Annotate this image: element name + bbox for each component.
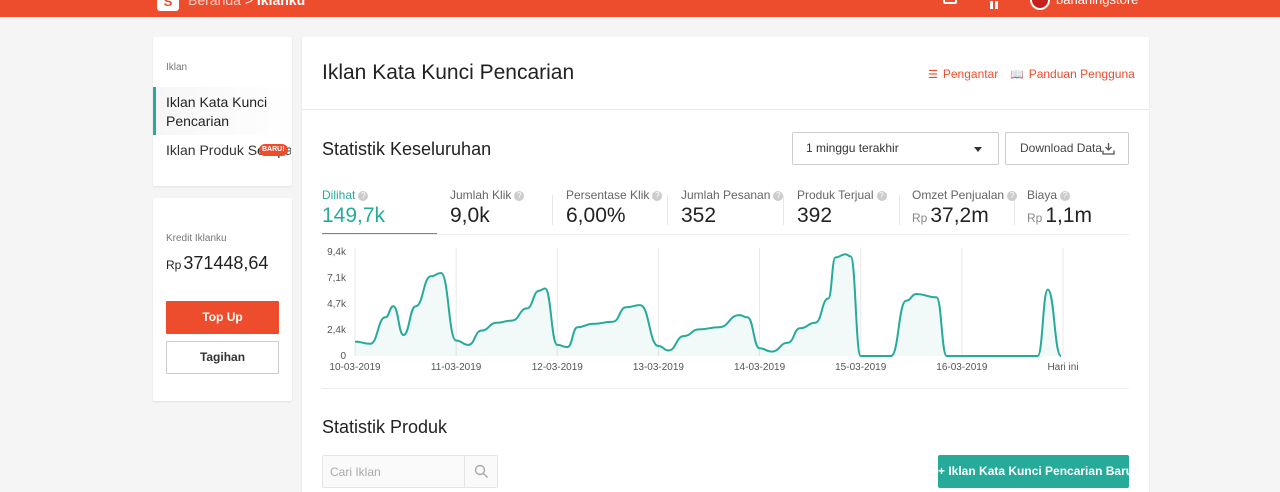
- user-guide-link[interactable]: 📖 Panduan Pengguna: [1010, 67, 1135, 81]
- x-tick-label: 15-03-2019: [835, 362, 887, 373]
- main-panel: Iklan Kata Kunci Pencarian ☰ Pengantar 📖 P…: [302, 37, 1149, 492]
- sidebar-item-keyword-ads[interactable]: Iklan Kata Kunci Pencarian: [153, 87, 292, 135]
- new-badge: BARU!: [259, 144, 288, 156]
- series-area: [355, 254, 1061, 356]
- top-navbar: S Beranda > Iklanku bananingstore: [0, 0, 1280, 17]
- help-icon[interactable]: ?: [876, 191, 887, 201]
- download-data-button[interactable]: Download Data: [1005, 132, 1129, 165]
- credit-balance: Rp 371448,64: [166, 253, 268, 274]
- help-icon[interactable]: ?: [1060, 191, 1071, 201]
- x-tick-label: 13-03-2019: [633, 362, 685, 373]
- y-tick-label: 7,1k: [327, 273, 347, 284]
- y-tick-label: 4,7k: [327, 299, 347, 310]
- period-select[interactable]: 1 minggu terakhir: [792, 132, 999, 165]
- y-tick-label: 2,4k: [327, 325, 347, 336]
- apps-grid-icon[interactable]: [990, 0, 1004, 9]
- metric-revenue[interactable]: Omzet Penjualan? Rp 37,2m: [912, 188, 1018, 235]
- download-icon: [1102, 143, 1115, 155]
- metric-views[interactable]: Dilihat? 149,7k: [322, 188, 437, 235]
- credit-label: Kredit Iklanku: [166, 233, 227, 244]
- overview-section-title: Statistik Keseluruhan: [322, 139, 492, 159]
- credit-value: 371448,64: [183, 253, 269, 273]
- help-icon[interactable]: ?: [358, 191, 369, 201]
- search-input[interactable]: [323, 456, 465, 487]
- search-icon: [474, 464, 488, 478]
- breadcrumb-separator: >: [244, 0, 254, 8]
- username[interactable]: bananingstore: [1056, 0, 1138, 8]
- page-title: Iklan Kata Kunci Pencarian: [322, 61, 575, 84]
- search-button[interactable]: [464, 456, 497, 487]
- help-icon[interactable]: ?: [773, 191, 784, 201]
- caret-down-icon: [974, 147, 982, 152]
- y-tick-label: 9,4k: [327, 247, 347, 258]
- metric-cost[interactable]: Biaya? Rp 1,1m: [1027, 188, 1093, 227]
- header-divider: [302, 109, 1149, 110]
- help-icon[interactable]: ?: [1007, 191, 1018, 201]
- avatar[interactable]: [1030, 0, 1050, 10]
- book-icon: 📖: [1010, 69, 1024, 81]
- shop-logo[interactable]: S: [157, 0, 179, 11]
- x-tick-label: 10-03-2019: [329, 362, 381, 373]
- series-line: [354, 253, 1062, 357]
- sidebar-section-title: Iklan: [166, 62, 188, 73]
- x-tick-label: Hari ini: [1047, 362, 1078, 373]
- chat-icon[interactable]: [943, 0, 957, 4]
- search-box: [322, 455, 498, 488]
- x-tick-label: 11-03-2019: [431, 362, 482, 373]
- x-tick-label: 14-03-2019: [734, 362, 786, 373]
- metric-clicks[interactable]: Jumlah Klik? 9,0k: [450, 188, 545, 235]
- metric-ctr[interactable]: Persentase Klik? 6,00%: [566, 188, 664, 235]
- y-tick-label: 0: [340, 351, 346, 362]
- help-icon[interactable]: ?: [514, 191, 525, 201]
- credit-currency: Rp: [166, 258, 182, 272]
- breadcrumb-current: Iklanku: [256, 0, 306, 8]
- credit-panel: Kredit Iklanku Rp 371448,64 Top Up Tagiha…: [153, 198, 292, 401]
- product-section-title: Statistik Produk: [322, 417, 448, 437]
- new-keyword-ad-button[interactable]: + Iklan Kata Kunci Pencarian Baru: [938, 455, 1133, 488]
- tagihan-button[interactable]: Tagihan: [166, 341, 279, 374]
- breadcrumb-home[interactable]: Beranda: [188, 0, 241, 8]
- x-tick-label: 16-03-2019: [936, 362, 988, 373]
- intro-link[interactable]: ☰ Pengantar: [928, 67, 999, 81]
- performance-chart: 10-03-2019 11-03-2019 12-03-2019 13-03-2019…: [327, 247, 1078, 373]
- sidebar-menu: Iklan Iklan Kata Kunci Pencarian Iklan P…: [153, 37, 292, 186]
- metric-orders[interactable]: Jumlah Pesanan? 352: [681, 188, 784, 235]
- breadcrumb: Beranda > Iklanku: [188, 0, 305, 8]
- metric-products-sold[interactable]: Produk Terjual? 392: [797, 188, 892, 235]
- help-icon[interactable]: ?: [652, 191, 663, 201]
- list-icon: ☰: [928, 69, 938, 81]
- top-up-button[interactable]: Top Up: [166, 301, 279, 334]
- x-tick-label: 12-03-2019: [532, 362, 584, 373]
